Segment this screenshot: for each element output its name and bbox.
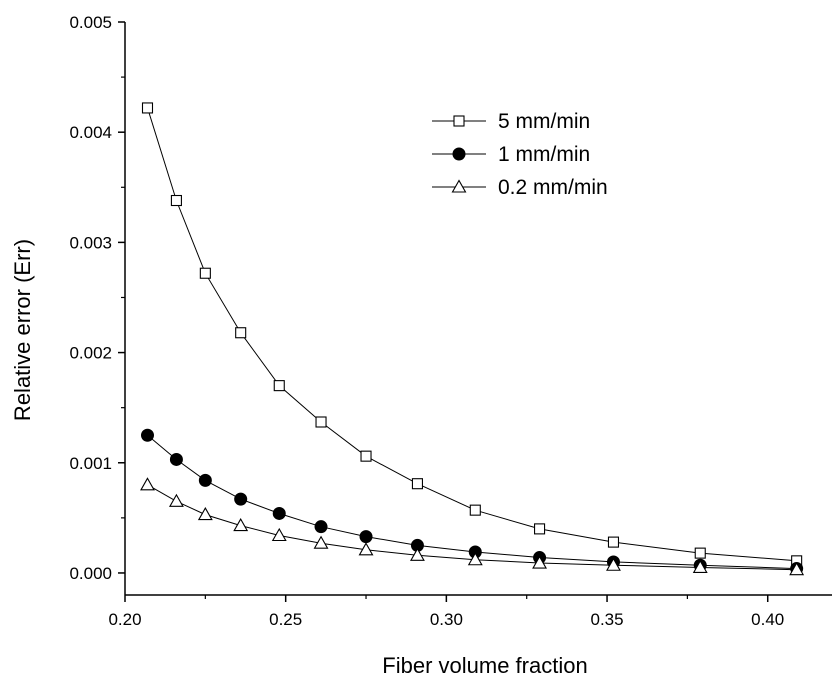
legend-marker [453,115,465,127]
data-point [314,520,328,534]
data-point [271,527,287,542]
y-tick-label: 0.001 [69,454,112,473]
data-point [273,380,285,392]
legend-item: 1 mm/min [432,143,590,166]
plot-frame [124,22,832,596]
data-point [234,492,248,506]
data-point [199,267,211,279]
data-point [235,327,247,339]
y-tick-label: 0.000 [69,564,112,583]
y-tick-label: 0.003 [69,233,112,252]
y-tick-label: 0.005 [69,13,112,32]
legend-marker [451,179,467,193]
data-point [694,547,706,559]
data-point [313,535,329,549]
legend-item: 0.2 mm/min [432,176,608,199]
data-point [534,523,546,535]
data-point [469,504,481,516]
data-point [233,517,249,532]
data-point [140,477,155,491]
x-tick-label: 0.25 [269,610,302,629]
data-point [169,452,183,466]
x-tick-label: 0.20 [108,610,141,629]
data-point [789,562,805,576]
x-tick-label: 0.40 [751,610,784,629]
data-point [197,506,213,521]
legend-marker [452,147,466,161]
y-tick-label: 0.004 [69,123,112,142]
data-point [467,552,483,566]
data-point [532,555,548,569]
data-point [358,542,374,556]
data-point [315,416,327,428]
data-point [411,478,423,490]
data-point [360,450,372,462]
x-tick-label: 0.35 [590,610,623,629]
data-point [607,536,620,548]
series-group [140,102,805,576]
data-point [409,547,425,561]
x-tick-label: 0.30 [430,610,463,629]
data-point [168,493,184,507]
data-point [141,102,154,114]
y-tick-label: 0.002 [69,344,112,363]
axis-ticks: 0.20 0.25 0.30 0.35 0.40 0.000 0.001 0.002 0.003… [69,13,784,629]
series-3 [140,477,805,576]
legend-label: 0.2 mm/min [498,176,608,199]
data-point [198,473,212,487]
legend-label: 1 mm/min [498,143,590,166]
x-axis-title: Fiber volume fraction [382,653,587,678]
data-point [272,506,286,520]
data-point [170,194,182,207]
data-point [606,557,621,571]
series-1 [141,102,803,567]
data-point [140,428,154,442]
legend: 5 mm/min 1 mm/min 0.2 mm/min [432,110,608,199]
legend-item: 5 mm/min [432,110,590,133]
data-point [359,530,373,544]
data-point [692,559,708,574]
legend-label: 5 mm/min [498,110,590,133]
y-axis-title: Relative error (Err) [10,239,35,421]
